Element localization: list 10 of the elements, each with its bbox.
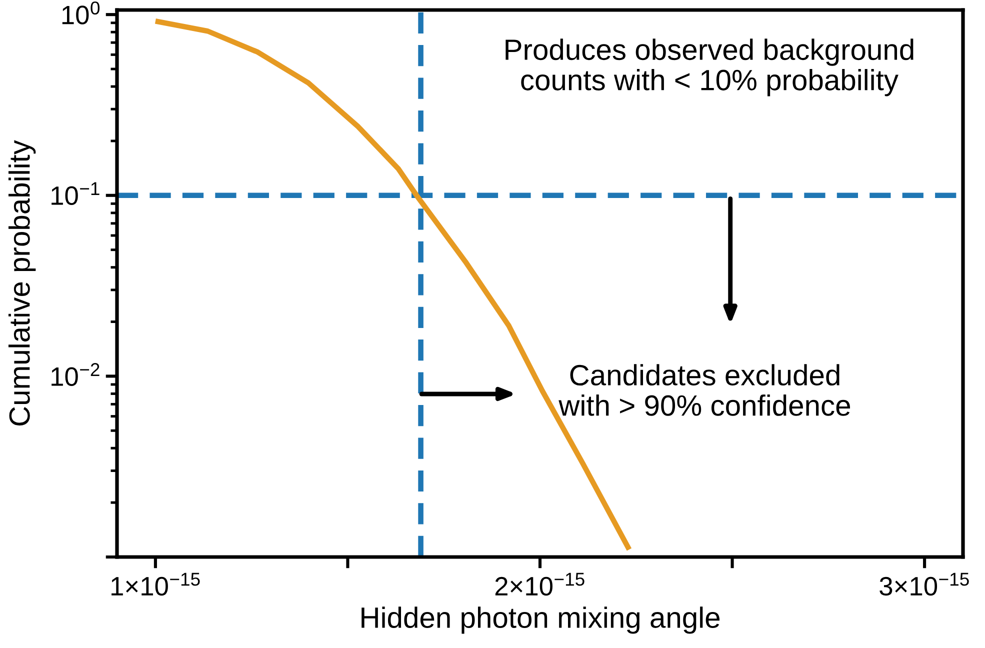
annotation: Produces observed background counts with < 10% probability [506,38,914,96]
x-tick-label: 1×10$^{−15}$ [112,572,200,596]
y-tick-label: 10$^{−2}$ [52,363,100,386]
x-tick-label: 2×10$^{−15}$ [495,572,584,596]
y-tick-label: 10$^{−1}$ [52,182,100,205]
y-axis-title: Cumulative probability [8,140,36,426]
annotation: Candidates excluded with > 90% confidence [558,364,850,416]
x-tick-label: 3×10$^{−15}$ [880,572,969,596]
y-tick-label: 10$^{0}$ [62,1,100,24]
x-axis-title: Hidden photon mixing angle [362,606,720,634]
